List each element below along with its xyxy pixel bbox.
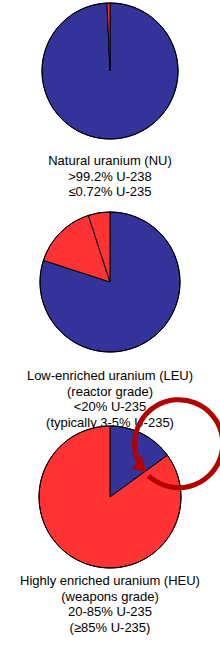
pie-subtitle: ≤0.72% U-235 [68,184,151,199]
pie-slice [39,426,181,568]
pie-slice [42,3,178,139]
pie-subtitle: >99.2% U-238 [68,169,151,184]
chart: Natural uranium (NU)>99.2% U-238≤0.72% U… [0,0,220,646]
pie-slice [107,3,110,71]
arrow-head [132,456,146,472]
pie-slice [40,212,180,352]
pie-title: Highly enriched uranium (HEU) [20,573,200,588]
pie-slice [88,212,110,282]
pie-title: Low-enriched uranium (LEU) [27,368,193,383]
pie-0 [42,3,178,139]
pie-outline [39,426,181,568]
pie-1 [40,212,180,352]
pie-title: Natural uranium (NU) [48,153,172,168]
pie-2 [39,400,220,568]
pie-subtitle: <20% U-235 [74,399,147,414]
pie-subtitle: (reactor grade) [67,384,153,399]
pie-subtitle: 20-85% U-235 [68,604,152,619]
pie-outline [40,212,180,352]
pie-subtitle: (≥85% U-235) [70,620,151,635]
circular-arrow [135,400,220,488]
pie-subtitle: (weapons grade) [61,589,159,604]
pie-outline [42,3,178,139]
